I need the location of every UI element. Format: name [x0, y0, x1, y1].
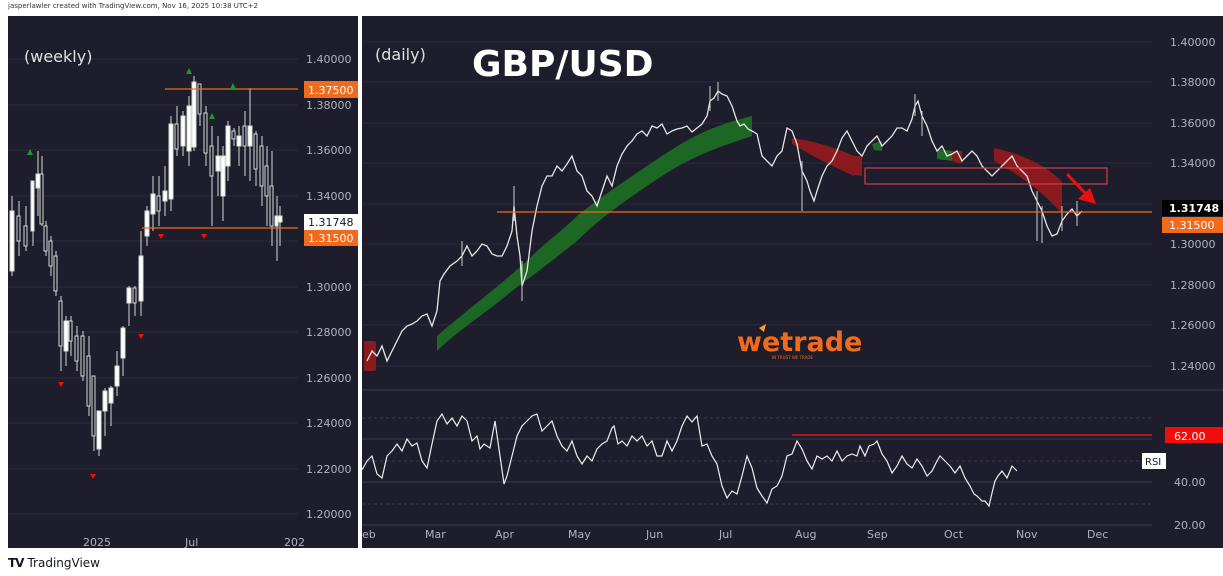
- svg-text:1.40000: 1.40000: [1170, 36, 1216, 49]
- svg-text:1.36000: 1.36000: [306, 144, 352, 157]
- svg-text:Jun: Jun: [645, 528, 663, 541]
- svg-text:202: 202: [284, 536, 305, 548]
- rsi-legend[interactable]: RSI: [1145, 457, 1161, 468]
- weekly-last-price: 1.31748: [308, 216, 354, 229]
- wetrade-tagline: IN TRUST WE TRADE: [772, 355, 813, 360]
- daily-support-badge: 1.31500: [1169, 219, 1215, 232]
- svg-text:Sep: Sep: [867, 528, 888, 541]
- svg-text:Dec: Dec: [1087, 528, 1108, 541]
- daily-chart-panel[interactable]: 62.00 RSI 40.00 20.00 1.40000 1.38000 1.…: [361, 16, 1223, 548]
- svg-text:1.26000: 1.26000: [1170, 319, 1216, 332]
- svg-text:1.40000: 1.40000: [306, 53, 352, 66]
- svg-text:1.30000: 1.30000: [306, 281, 352, 294]
- svg-text:May: May: [568, 528, 591, 541]
- svg-text:eb: eb: [362, 528, 376, 541]
- svg-text:1.24000: 1.24000: [1170, 360, 1216, 373]
- svg-text:1.28000: 1.28000: [1170, 279, 1216, 292]
- daily-last-price: 1.31748: [1169, 202, 1219, 215]
- resistance-zone: [864, 167, 1108, 185]
- svg-text:1.30000: 1.30000: [1170, 238, 1216, 251]
- svg-text:Aug: Aug: [795, 528, 816, 541]
- weekly-label: (weekly): [24, 47, 92, 66]
- svg-text:1.26000: 1.26000: [306, 372, 352, 385]
- chart-credit: jasperlawler created with TradingView.co…: [8, 2, 258, 10]
- down-arrow-icon: [1078, 188, 1096, 204]
- svg-text:1.22000: 1.22000: [306, 463, 352, 476]
- svg-text:1.38000: 1.38000: [1170, 76, 1216, 89]
- tradingview-brand: TradingView: [27, 556, 100, 570]
- svg-text:1.34000: 1.34000: [306, 190, 352, 203]
- weekly-level-badge-high: 1.37500: [308, 84, 354, 97]
- daily-chart: 62.00 RSI 40.00 20.00 1.40000 1.38000 1.…: [361, 36, 1223, 541]
- weekly-chart: 1.40000 1.38000 1.36000 1.34000 1.30000 …: [8, 47, 358, 549]
- svg-text:40.00: 40.00: [1174, 476, 1206, 489]
- svg-text:1.20000: 1.20000: [306, 508, 352, 521]
- rsi-level-badge: 62.00: [1174, 430, 1206, 443]
- tradingview-footer: TV TradingView: [8, 556, 100, 570]
- weekly-level-badge-support: 1.31500: [308, 232, 354, 245]
- chart-title: GBP/USD: [472, 44, 654, 85]
- svg-text:1.36000: 1.36000: [1170, 117, 1216, 130]
- svg-text:1.24000: 1.24000: [306, 417, 352, 430]
- wetrade-watermark: wetrade: [737, 327, 862, 358]
- svg-text:Jul: Jul: [718, 528, 732, 541]
- svg-text:Apr: Apr: [495, 528, 515, 541]
- svg-text:Oct: Oct: [944, 528, 964, 541]
- svg-text:Mar: Mar: [425, 528, 446, 541]
- wetrade-logo-icon: [759, 324, 766, 332]
- svg-text:1.28000: 1.28000: [306, 326, 352, 339]
- svg-text:Nov: Nov: [1016, 528, 1038, 541]
- svg-text:20.00: 20.00: [1174, 519, 1206, 532]
- weekly-chart-panel[interactable]: 1.40000 1.38000 1.36000 1.34000 1.30000 …: [8, 16, 358, 549]
- svg-text:1.34000: 1.34000: [1170, 157, 1216, 170]
- tradingview-logo-icon: TV: [8, 556, 25, 570]
- daily-label: (daily): [375, 45, 426, 64]
- svg-text:2025: 2025: [83, 536, 111, 548]
- svg-text:Jul: Jul: [184, 536, 198, 548]
- svg-text:1.38000: 1.38000: [306, 99, 352, 112]
